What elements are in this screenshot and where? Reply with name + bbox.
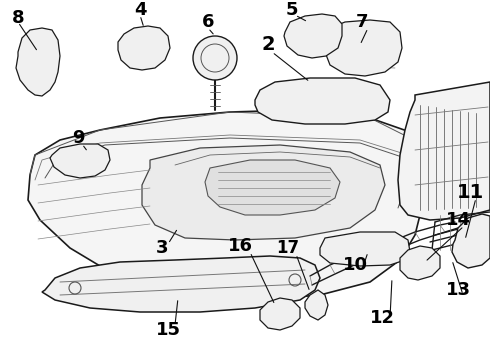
Polygon shape bbox=[325, 20, 402, 76]
Text: 3: 3 bbox=[156, 239, 168, 257]
Polygon shape bbox=[305, 290, 328, 320]
Text: 6: 6 bbox=[202, 13, 214, 31]
Polygon shape bbox=[16, 28, 60, 96]
Circle shape bbox=[193, 36, 237, 80]
Polygon shape bbox=[260, 298, 300, 330]
Polygon shape bbox=[142, 145, 385, 240]
Text: 13: 13 bbox=[445, 281, 470, 299]
Text: 9: 9 bbox=[72, 129, 84, 147]
Text: 5: 5 bbox=[286, 1, 298, 19]
Polygon shape bbox=[205, 160, 340, 215]
Polygon shape bbox=[400, 246, 440, 280]
Text: 4: 4 bbox=[134, 1, 146, 19]
Text: 2: 2 bbox=[261, 35, 275, 54]
Polygon shape bbox=[42, 256, 320, 312]
Polygon shape bbox=[118, 26, 170, 70]
Polygon shape bbox=[320, 232, 410, 266]
Text: 12: 12 bbox=[369, 309, 394, 327]
Polygon shape bbox=[28, 110, 435, 300]
Polygon shape bbox=[398, 82, 490, 220]
Polygon shape bbox=[452, 214, 490, 268]
Text: 10: 10 bbox=[343, 256, 368, 274]
Text: 17: 17 bbox=[276, 239, 299, 257]
Text: 15: 15 bbox=[155, 321, 180, 339]
Text: 14: 14 bbox=[445, 211, 470, 229]
Polygon shape bbox=[255, 78, 390, 124]
Text: 8: 8 bbox=[12, 9, 24, 27]
Polygon shape bbox=[50, 144, 110, 178]
Text: 16: 16 bbox=[227, 237, 252, 255]
Text: 11: 11 bbox=[456, 183, 484, 202]
Text: 7: 7 bbox=[356, 13, 368, 31]
Polygon shape bbox=[284, 14, 342, 58]
